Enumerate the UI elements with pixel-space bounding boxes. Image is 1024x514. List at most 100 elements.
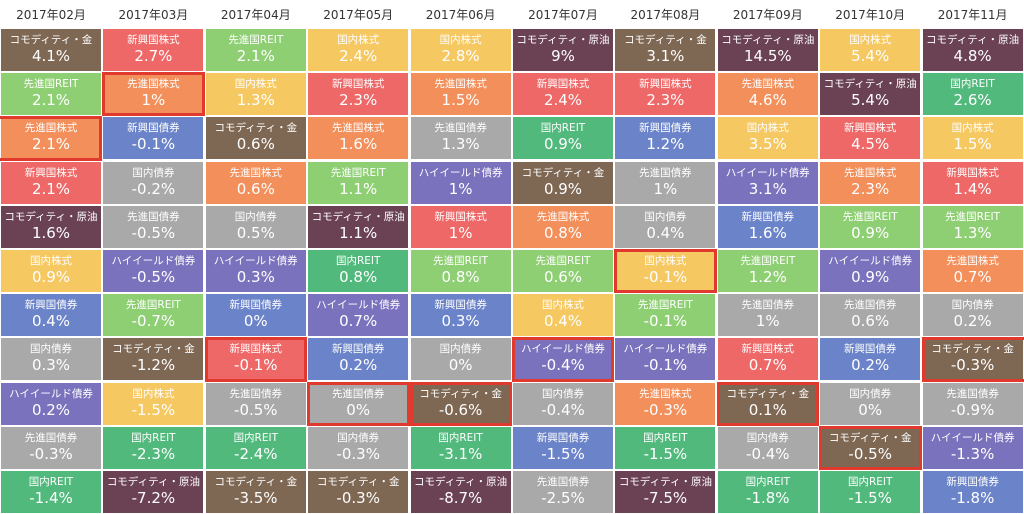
asset-name: コモディティ・原油 (106, 476, 200, 488)
return-value: 4.5% (851, 135, 890, 154)
asset-name: コモディティ・金 (316, 476, 400, 488)
ranking-cell: 国内REIT 2.6% (922, 73, 1023, 116)
return-value: -1.5% (541, 444, 585, 463)
ranking-cell: コモディティ・原油 1.1% (308, 205, 409, 248)
asset-name: 国内債券 (439, 343, 482, 356)
return-value: 0.9% (543, 135, 583, 154)
asset-name: 先進国債券 (434, 122, 487, 135)
return-value: 4.8% (953, 47, 992, 65)
ranking-cell: 国内REIT -2.4% (205, 426, 306, 469)
asset-name: 先進国REIT (23, 78, 79, 91)
return-value: -0.1% (643, 356, 688, 375)
asset-name: 国内債券 (542, 387, 584, 400)
return-value: 0% (346, 400, 371, 419)
ranking-cell: 新興国債券 0.2% (820, 338, 921, 381)
asset-name: 国内債券 (849, 387, 892, 400)
return-value: -2.5% (541, 489, 585, 507)
column-header: 2017年08月 (614, 0, 717, 28)
asset-name: 新興国債券 (946, 476, 999, 488)
ranking-cell: 先進国株式 2.3% (820, 161, 921, 204)
ranking-cell: コモディティ・金 0.6% (205, 117, 306, 160)
asset-name: 先進国株式 (229, 166, 283, 179)
return-value: -1.8% (950, 489, 995, 507)
return-value: 1% (653, 179, 678, 198)
return-value: -8.7% (438, 489, 483, 507)
ranking-cell: 先進国債券 1.3% (410, 117, 511, 160)
return-value: 1.6% (748, 223, 787, 242)
asset-name: 新興国株式 (229, 343, 283, 356)
return-value: 0.8% (441, 268, 480, 286)
ranking-cell: 先進国債券 -0.9% (922, 382, 1023, 425)
ranking-cell: 新興国債券 0.2% (308, 338, 409, 381)
asset-name: ハイイールド債券 (111, 255, 196, 267)
asset-name: 先進国債券 (946, 387, 999, 400)
asset-name: 国内REIT (745, 476, 791, 488)
ranking-cell: 国内REIT -1.8% (717, 471, 818, 513)
asset-name: 国内REIT (131, 431, 176, 444)
asset-name: 国内債券 (337, 431, 380, 444)
ranking-cell: 先進国REIT 1.1% (308, 161, 409, 204)
ranking-cell: 国内株式 1.5% (922, 117, 1023, 160)
ranking-cell: 先進国REIT 2.1% (205, 29, 306, 71)
ranking-cell: 新興国株式 2.3% (615, 73, 716, 116)
asset-name: コモディティ・原油 (414, 476, 508, 488)
asset-name: ハイイールド債券 (725, 166, 810, 179)
ranking-cell: ハイイールド債券 0.3% (205, 250, 306, 292)
return-value: 0.2% (953, 312, 992, 331)
ranking-cell: 新興国債券 -0.1% (103, 117, 204, 160)
ranking-cell: 新興国債券 1.2% (615, 117, 716, 160)
return-value: 1.3% (953, 223, 992, 242)
return-value: 0.7% (953, 268, 992, 286)
asset-name: 新興国債券 (331, 343, 385, 356)
asset-name: コモディティ・金 (828, 431, 912, 444)
asset-name: 国内REIT (950, 78, 995, 91)
ranking-cell: 先進国債券 1% (717, 294, 818, 337)
ranking-cell: ハイイールド債券 0.7% (308, 294, 409, 337)
return-value: -1.4% (29, 489, 73, 507)
asset-name: コモディティ・原油 (4, 210, 98, 223)
return-value: 14.5% (743, 47, 792, 65)
return-value: 5.4% (851, 47, 890, 65)
return-value: 0.4% (646, 223, 685, 242)
return-value: 0.2% (31, 400, 71, 419)
ranking-cell: ハイイールド債券 0.9% (820, 250, 921, 292)
return-value: -1.5% (131, 400, 176, 419)
ranking-cell: コモディティ・金 -0.3% (308, 471, 409, 513)
ranking-cell: コモディティ・原油 1.6% (1, 205, 101, 248)
asset-name: 新興国株式 (639, 78, 692, 91)
return-value: -0.5% (131, 268, 176, 286)
ranking-cell: 先進国REIT 2.1% (1, 73, 101, 116)
ranking-cell: 新興国株式 0.7% (717, 338, 818, 381)
return-value: 0% (858, 400, 883, 419)
asset-name: コモディティ・原油 (721, 34, 815, 46)
return-value: 2.1% (31, 91, 71, 110)
ranking-cell: ハイイールド債券 0.2% (1, 382, 101, 425)
asset-name: 新興国株式 (536, 78, 590, 91)
return-value: 4.1% (31, 47, 71, 65)
asset-name: ハイイールド債券 (213, 255, 298, 267)
asset-name: 先進国債券 (741, 299, 795, 312)
ranking-cell: コモディティ・原油 4.8% (922, 29, 1023, 71)
asset-name: 新興国債券 (127, 122, 180, 135)
return-value: -1.8% (746, 489, 790, 507)
return-value: -3.5% (234, 489, 278, 507)
ranking-cell: コモディティ・金 4.1% (1, 29, 101, 71)
asset-name: 国内債券 (132, 166, 175, 179)
ranking-cell: 先進国債券 -0.5% (205, 382, 306, 425)
ranking-cell: 国内株式 0.4% (513, 294, 613, 337)
ranking-cell: 新興国債券 0% (205, 294, 306, 337)
return-value: -1.2% (131, 356, 176, 375)
ranking-cell: コモディティ・金 -3.5% (205, 471, 306, 513)
asset-name: コモディティ・原油 (823, 78, 917, 91)
asset-name: 先進国債券 (331, 387, 385, 400)
return-value: 0.2% (851, 356, 890, 375)
ranking-cell: コモディティ・金 0.9% (513, 161, 613, 204)
ranking-cell: コモディティ・金 3.1% (615, 29, 716, 71)
asset-name: ハイイールド債券 (828, 255, 913, 267)
return-value: -2.3% (131, 444, 176, 463)
asset-name: ハイイールド債券 (521, 343, 605, 356)
return-value: 2.1% (236, 47, 275, 65)
asset-name: 新興国債券 (741, 210, 795, 223)
return-value: -0.6% (438, 400, 483, 419)
